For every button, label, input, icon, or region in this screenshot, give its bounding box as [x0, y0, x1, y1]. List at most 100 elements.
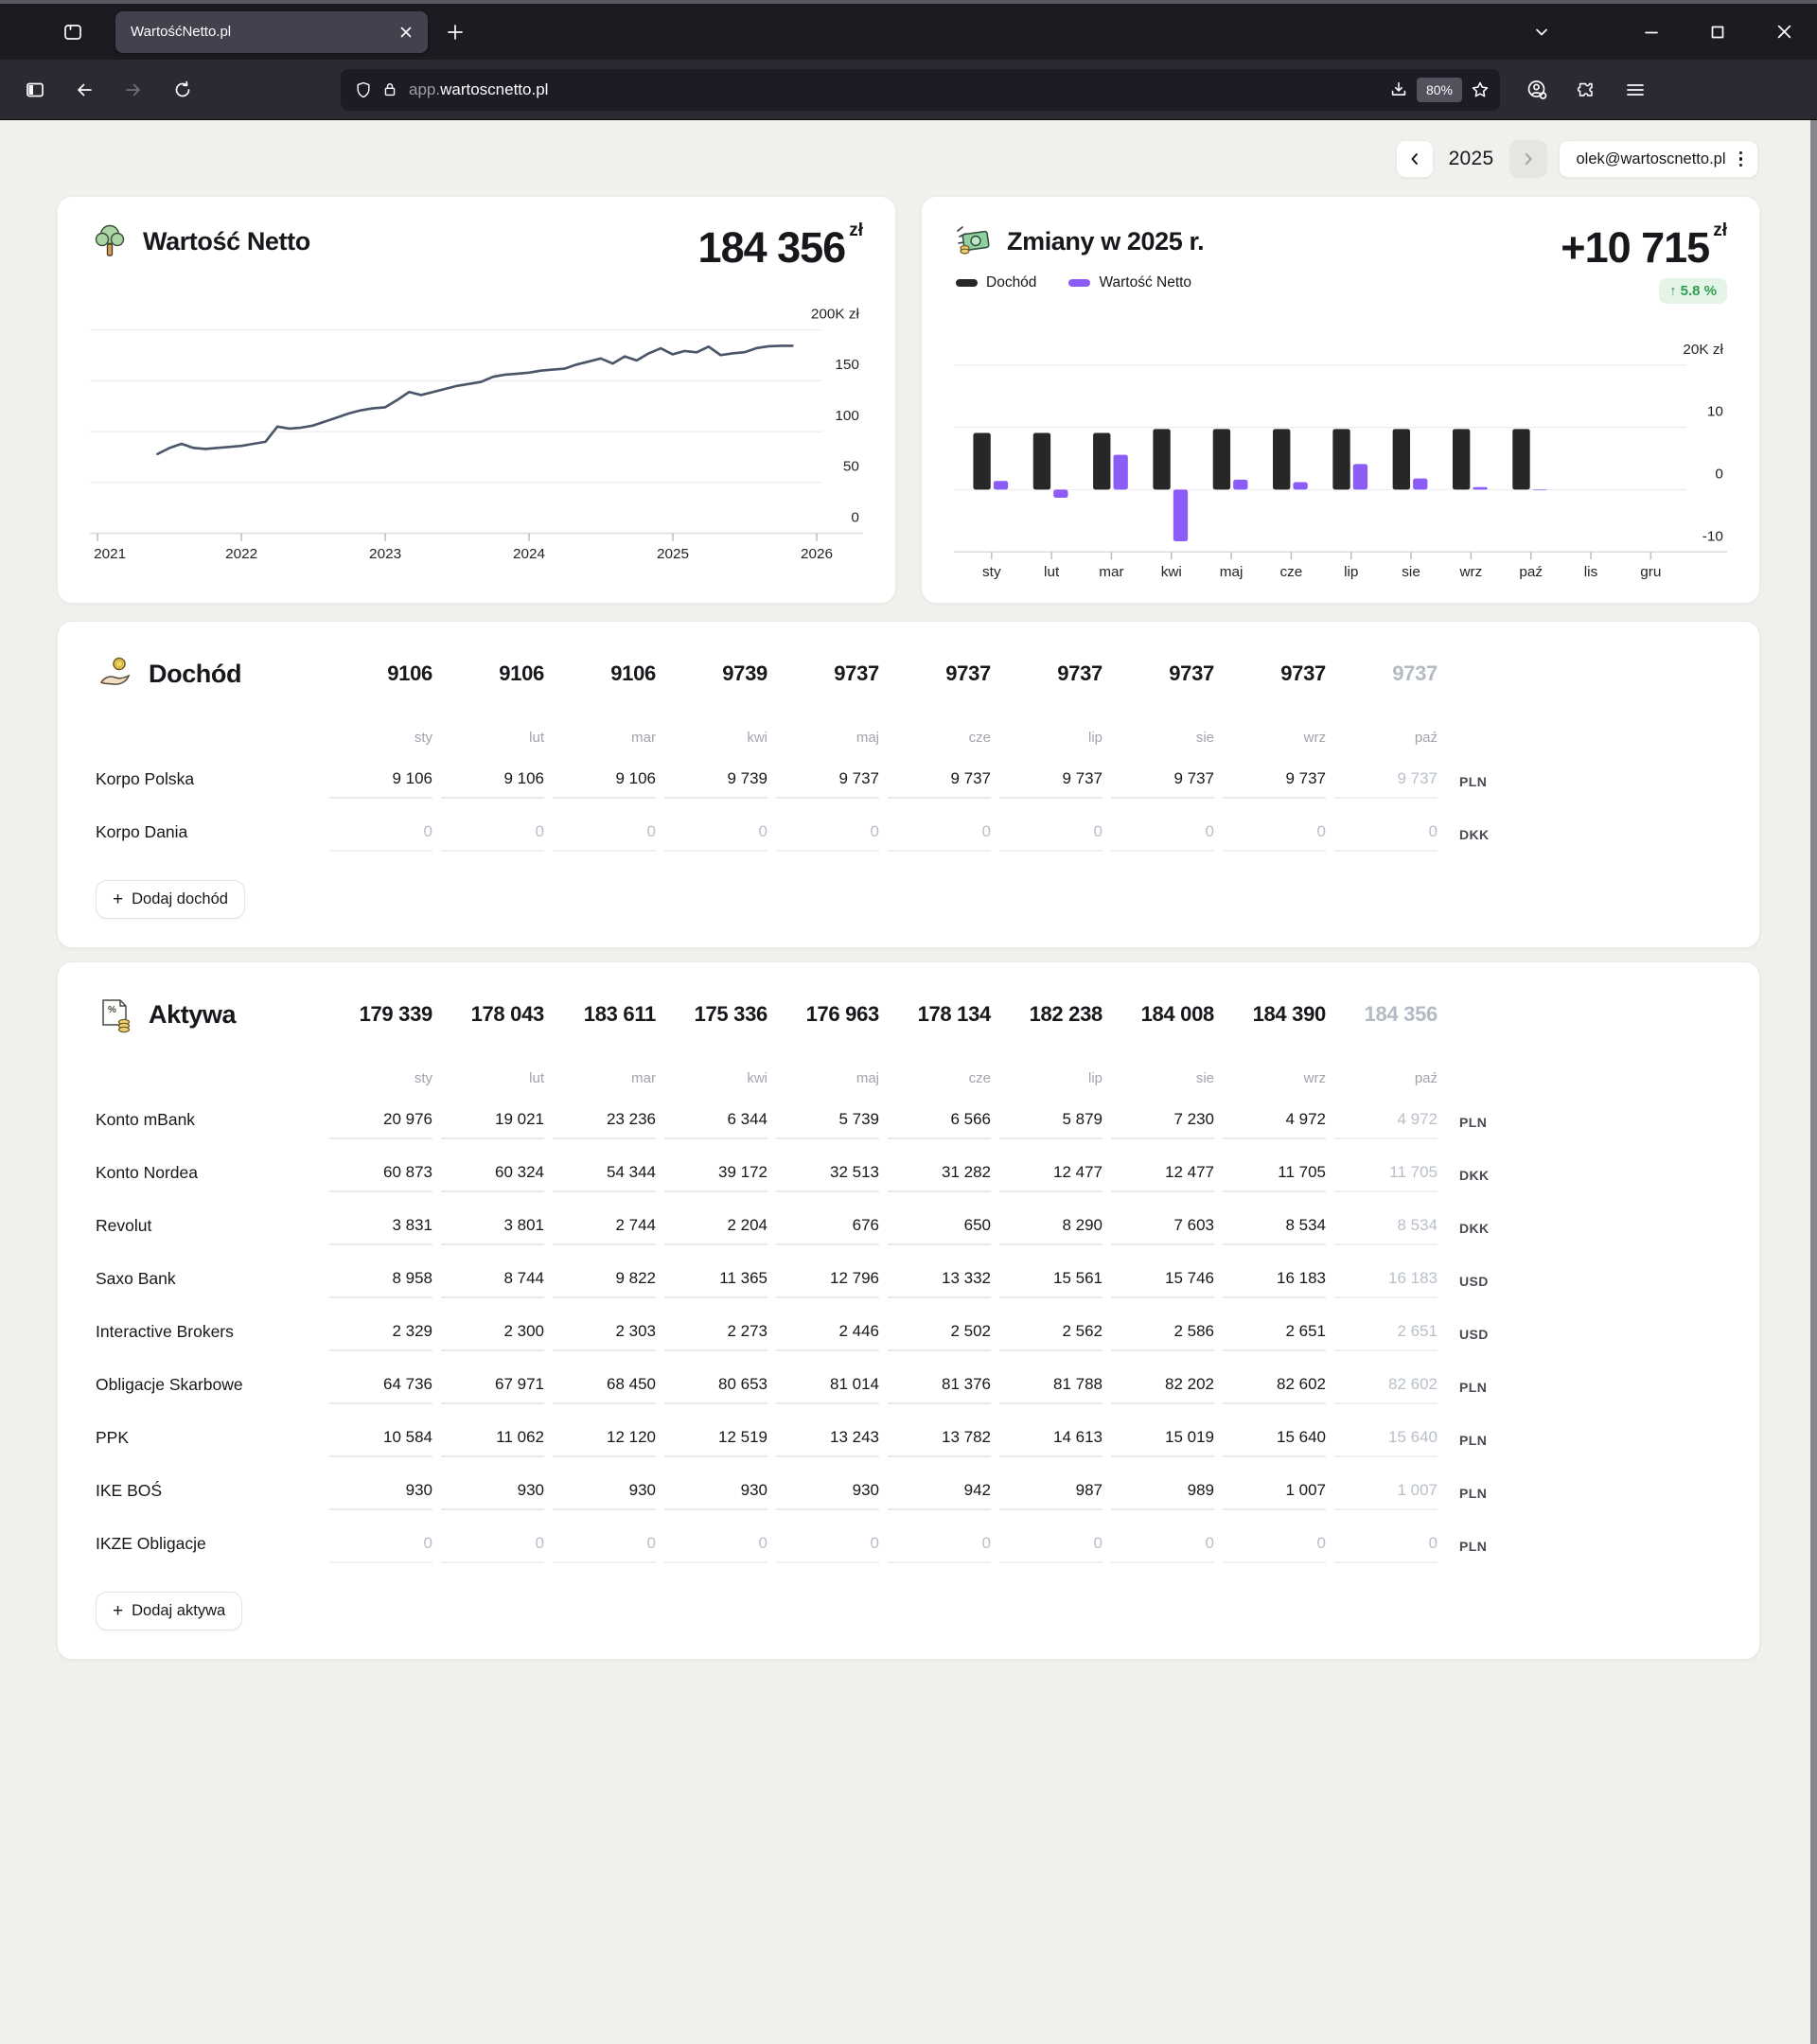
- value-cell[interactable]: 2 562: [999, 1322, 1103, 1351]
- value-cell[interactable]: 60 873: [329, 1163, 432, 1192]
- download-icon[interactable]: [1388, 79, 1409, 100]
- value-cell[interactable]: 11 705: [1334, 1163, 1438, 1192]
- value-cell[interactable]: 13 243: [776, 1428, 879, 1457]
- value-cell[interactable]: 15 746: [1111, 1269, 1214, 1298]
- value-cell[interactable]: 989: [1111, 1481, 1214, 1510]
- value-cell[interactable]: 82 202: [1111, 1375, 1214, 1404]
- value-cell[interactable]: 15 561: [999, 1269, 1103, 1298]
- shield-icon[interactable]: [354, 80, 373, 99]
- url-bar[interactable]: app.wartoscnetto.pl 80%: [341, 68, 1500, 111]
- value-cell[interactable]: 81 376: [888, 1375, 991, 1404]
- next-year-button[interactable]: [1508, 140, 1547, 178]
- value-cell[interactable]: 7 603: [1111, 1216, 1214, 1245]
- reload-button[interactable]: [165, 72, 201, 108]
- value-cell[interactable]: 9 739: [664, 769, 767, 799]
- value-cell[interactable]: 81 788: [999, 1375, 1103, 1404]
- value-cell[interactable]: 14 613: [999, 1428, 1103, 1457]
- value-cell[interactable]: 8 744: [441, 1269, 544, 1298]
- prev-year-button[interactable]: [1395, 140, 1434, 178]
- value-cell[interactable]: 2 329: [329, 1322, 432, 1351]
- value-cell[interactable]: 13 782: [888, 1428, 991, 1457]
- value-cell[interactable]: 5 879: [999, 1110, 1103, 1139]
- value-cell[interactable]: 9 822: [553, 1269, 656, 1298]
- value-cell[interactable]: 9 106: [553, 769, 656, 799]
- value-cell[interactable]: 3 801: [441, 1216, 544, 1245]
- value-cell[interactable]: 9 737: [1111, 769, 1214, 799]
- value-cell[interactable]: 12 519: [664, 1428, 767, 1457]
- value-cell[interactable]: 930: [553, 1481, 656, 1510]
- value-cell[interactable]: 19 021: [441, 1110, 544, 1139]
- value-cell[interactable]: 39 172: [664, 1163, 767, 1192]
- value-cell[interactable]: 82 602: [1334, 1375, 1438, 1404]
- back-button[interactable]: [66, 72, 102, 108]
- minimize-button[interactable]: [1618, 8, 1685, 57]
- value-cell[interactable]: 80 653: [664, 1375, 767, 1404]
- value-cell[interactable]: 11 705: [1223, 1163, 1326, 1192]
- value-cell[interactable]: 8 534: [1334, 1216, 1438, 1245]
- value-cell[interactable]: 54 344: [553, 1163, 656, 1192]
- lock-icon[interactable]: [380, 80, 399, 99]
- value-cell[interactable]: 930: [776, 1481, 879, 1510]
- value-cell[interactable]: 9 737: [776, 769, 879, 799]
- value-cell[interactable]: 1 007: [1334, 1481, 1438, 1510]
- value-cell[interactable]: 8 534: [1223, 1216, 1326, 1245]
- value-cell[interactable]: 7 230: [1111, 1110, 1214, 1139]
- value-cell[interactable]: 4 972: [1223, 1110, 1326, 1139]
- add-asset-button[interactable]: + Dodaj aktywa: [96, 1592, 243, 1630]
- value-cell[interactable]: 15 640: [1223, 1428, 1326, 1457]
- value-cell[interactable]: 2 502: [888, 1322, 991, 1351]
- value-cell[interactable]: 0: [776, 1534, 879, 1563]
- value-cell[interactable]: 0: [1223, 822, 1326, 852]
- value-cell[interactable]: 64 736: [329, 1375, 432, 1404]
- value-cell[interactable]: 20 976: [329, 1110, 432, 1139]
- value-cell[interactable]: 12 477: [1111, 1163, 1214, 1192]
- kebab-menu-icon[interactable]: [1738, 150, 1745, 169]
- value-cell[interactable]: 2 651: [1334, 1322, 1438, 1351]
- list-tabs-button[interactable]: [1520, 11, 1563, 53]
- value-cell[interactable]: 9 737: [999, 769, 1103, 799]
- value-cell[interactable]: 2 204: [664, 1216, 767, 1245]
- value-cell[interactable]: 0: [1334, 822, 1438, 852]
- value-cell[interactable]: 0: [553, 822, 656, 852]
- value-cell[interactable]: 0: [999, 1534, 1103, 1563]
- zoom-level-badge[interactable]: 80%: [1416, 77, 1462, 102]
- value-cell[interactable]: 15 640: [1334, 1428, 1438, 1457]
- value-cell[interactable]: 942: [888, 1481, 991, 1510]
- value-cell[interactable]: 67 971: [441, 1375, 544, 1404]
- value-cell[interactable]: 9 737: [1334, 769, 1438, 799]
- value-cell[interactable]: 8 958: [329, 1269, 432, 1298]
- value-cell[interactable]: 81 014: [776, 1375, 879, 1404]
- value-cell[interactable]: 12 120: [553, 1428, 656, 1457]
- value-cell[interactable]: 68 450: [553, 1375, 656, 1404]
- value-cell[interactable]: 0: [776, 822, 879, 852]
- value-cell[interactable]: 0: [329, 822, 432, 852]
- value-cell[interactable]: 0: [1111, 822, 1214, 852]
- value-cell[interactable]: 0: [888, 1534, 991, 1563]
- value-cell[interactable]: 10 584: [329, 1428, 432, 1457]
- value-cell[interactable]: 8 290: [999, 1216, 1103, 1245]
- value-cell[interactable]: 13 332: [888, 1269, 991, 1298]
- add-income-button[interactable]: + Dodaj dochód: [96, 880, 245, 919]
- value-cell[interactable]: 15 019: [1111, 1428, 1214, 1457]
- value-cell[interactable]: 0: [1111, 1534, 1214, 1563]
- value-cell[interactable]: 6 566: [888, 1110, 991, 1139]
- value-cell[interactable]: 31 282: [888, 1163, 991, 1192]
- value-cell[interactable]: 16 183: [1334, 1269, 1438, 1298]
- value-cell[interactable]: 4 972: [1334, 1110, 1438, 1139]
- value-cell[interactable]: 6 344: [664, 1110, 767, 1139]
- page-scrollbar[interactable]: [1810, 120, 1817, 2044]
- value-cell[interactable]: 2 300: [441, 1322, 544, 1351]
- value-cell[interactable]: 0: [441, 1534, 544, 1563]
- value-cell[interactable]: 2 586: [1111, 1322, 1214, 1351]
- value-cell[interactable]: 9 737: [1223, 769, 1326, 799]
- value-cell[interactable]: 9 106: [329, 769, 432, 799]
- url-text[interactable]: app.wartoscnetto.pl: [409, 80, 1388, 99]
- tab-close-icon[interactable]: [394, 20, 418, 44]
- value-cell[interactable]: 0: [664, 822, 767, 852]
- value-cell[interactable]: 3 831: [329, 1216, 432, 1245]
- value-cell[interactable]: 2 744: [553, 1216, 656, 1245]
- value-cell[interactable]: 12 796: [776, 1269, 879, 1298]
- value-cell[interactable]: 0: [999, 822, 1103, 852]
- value-cell[interactable]: 930: [329, 1481, 432, 1510]
- value-cell[interactable]: 2 303: [553, 1322, 656, 1351]
